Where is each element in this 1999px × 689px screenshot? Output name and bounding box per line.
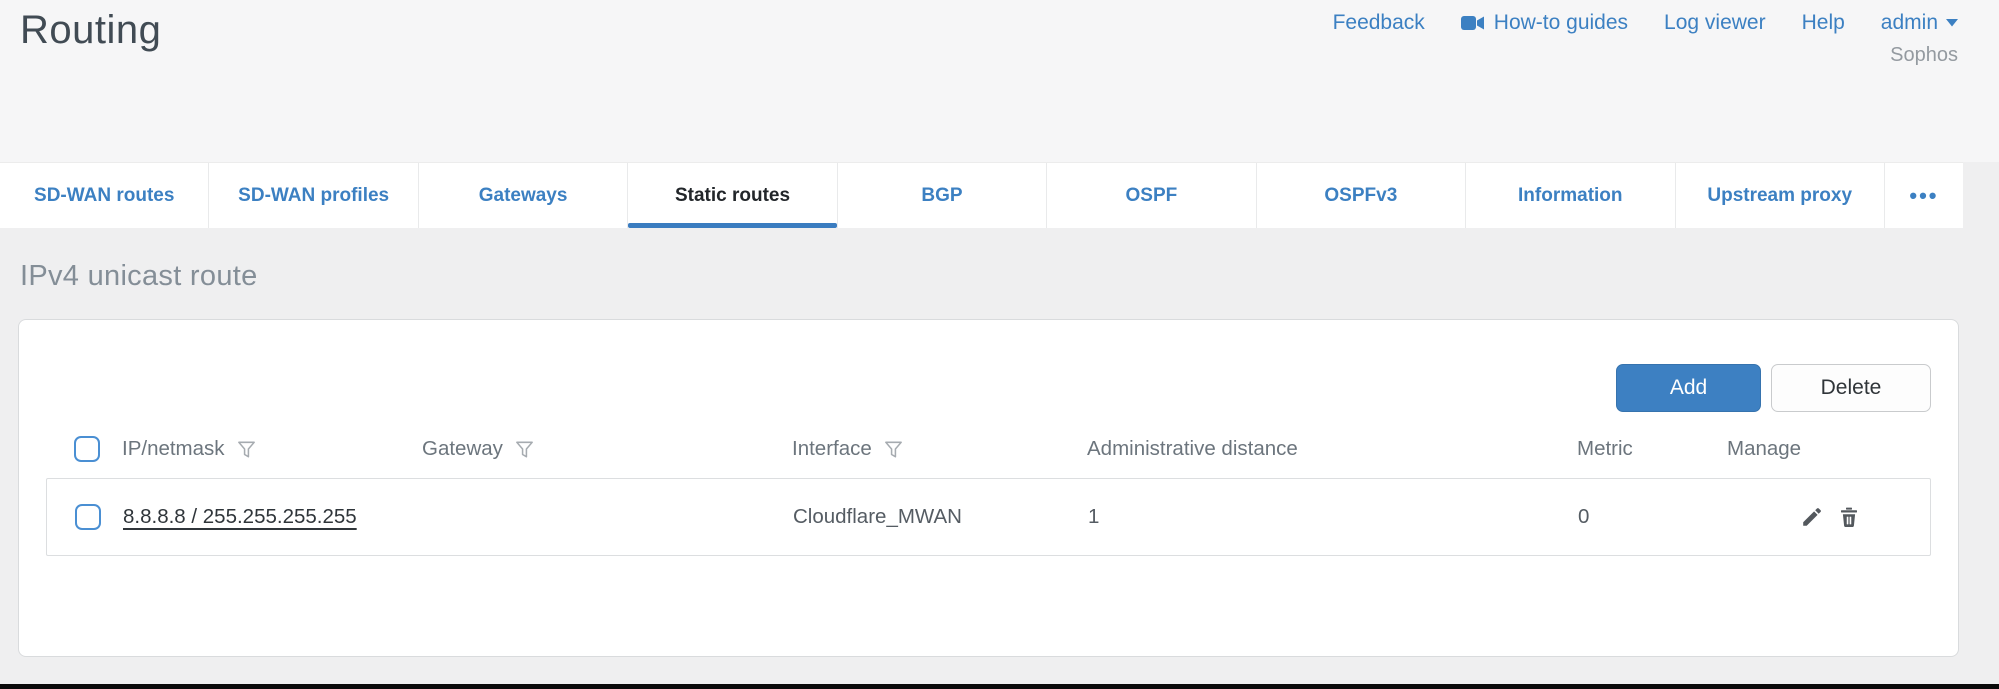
delete-button[interactable]: Delete — [1771, 364, 1931, 412]
col-header-administrative-distance: Administrative distance — [1087, 437, 1298, 460]
content-area: IPv4 unicast route Add Delete IP/netmask… — [0, 228, 1999, 657]
help-link[interactable]: Help — [1801, 11, 1845, 34]
tab-gateways[interactable]: Gateways — [419, 163, 629, 228]
col-header-ip-netmask: IP/netmask — [122, 437, 225, 460]
brand-label: Sophos — [1890, 44, 1958, 66]
tab-sd-wan-routes[interactable]: SD-WAN routes — [0, 163, 210, 228]
chevron-down-icon — [1946, 19, 1958, 27]
edit-icon[interactable] — [1800, 505, 1824, 529]
howto-guides-link[interactable]: How-to guides — [1460, 11, 1629, 35]
route-ip-netmask-link[interactable]: 8.8.8.8 / 255.255.255.255 — [123, 505, 357, 528]
tab-bgp[interactable]: BGP — [838, 163, 1048, 228]
log-viewer-link[interactable]: Log viewer — [1664, 11, 1766, 34]
filter-icon-gateway[interactable] — [513, 438, 536, 461]
admin-menu-label: admin — [1880, 11, 1938, 34]
tab-bar: SD-WAN routes SD-WAN profiles Gateways S… — [0, 162, 1963, 228]
route-administrative-distance-value: 1 — [1088, 505, 1100, 528]
video-camera-icon — [1460, 15, 1485, 31]
col-header-gateway: Gateway — [422, 437, 503, 460]
page-title: Routing — [20, 8, 162, 52]
feedback-link[interactable]: Feedback — [1332, 11, 1425, 34]
tab-information[interactable]: Information — [1466, 163, 1676, 228]
add-button[interactable]: Add — [1616, 364, 1761, 412]
bottom-edge-strip — [0, 684, 1999, 689]
section-heading: IPv4 unicast route — [20, 260, 258, 292]
col-header-metric: Metric — [1577, 437, 1633, 460]
tab-ospfv3[interactable]: OSPFv3 — [1257, 163, 1467, 228]
row-checkbox[interactable] — [75, 504, 101, 530]
select-all-checkbox[interactable] — [74, 436, 100, 462]
tab-sd-wan-profiles[interactable]: SD-WAN profiles — [209, 163, 419, 228]
delete-row-icon[interactable] — [1837, 505, 1861, 529]
filter-icon-interface[interactable] — [882, 438, 905, 461]
col-header-manage: Manage — [1727, 437, 1802, 460]
table-toolbar: Add Delete — [46, 364, 1931, 412]
more-tabs-button[interactable]: ••• — [1909, 182, 1939, 208]
table-row: 8.8.8.8 / 255.255.255.255 Cloudflare_MWA… — [46, 478, 1931, 556]
table-header: IP/netmask Gateway Interface — [46, 420, 1931, 478]
howto-guides-label: How-to guides — [1493, 11, 1629, 34]
filter-icon-ip-netmask[interactable] — [235, 438, 258, 461]
col-header-interface: Interface — [792, 437, 872, 460]
tab-static-routes[interactable]: Static routes — [628, 163, 838, 228]
tab-upstream-proxy[interactable]: Upstream proxy — [1676, 163, 1885, 228]
tab-ospf[interactable]: OSPF — [1047, 163, 1257, 228]
route-metric-value: 0 — [1578, 505, 1590, 528]
top-nav: Feedback How-to guides Log viewer Help a… — [1333, 11, 1958, 35]
route-interface-value: Cloudflare_MWAN — [793, 505, 962, 528]
admin-menu[interactable]: admin — [1881, 11, 1958, 35]
header-band: Routing Feedback How-to guides Log viewe… — [0, 0, 1999, 162]
routes-card: Add Delete IP/netmask Gateway — [18, 319, 1959, 657]
